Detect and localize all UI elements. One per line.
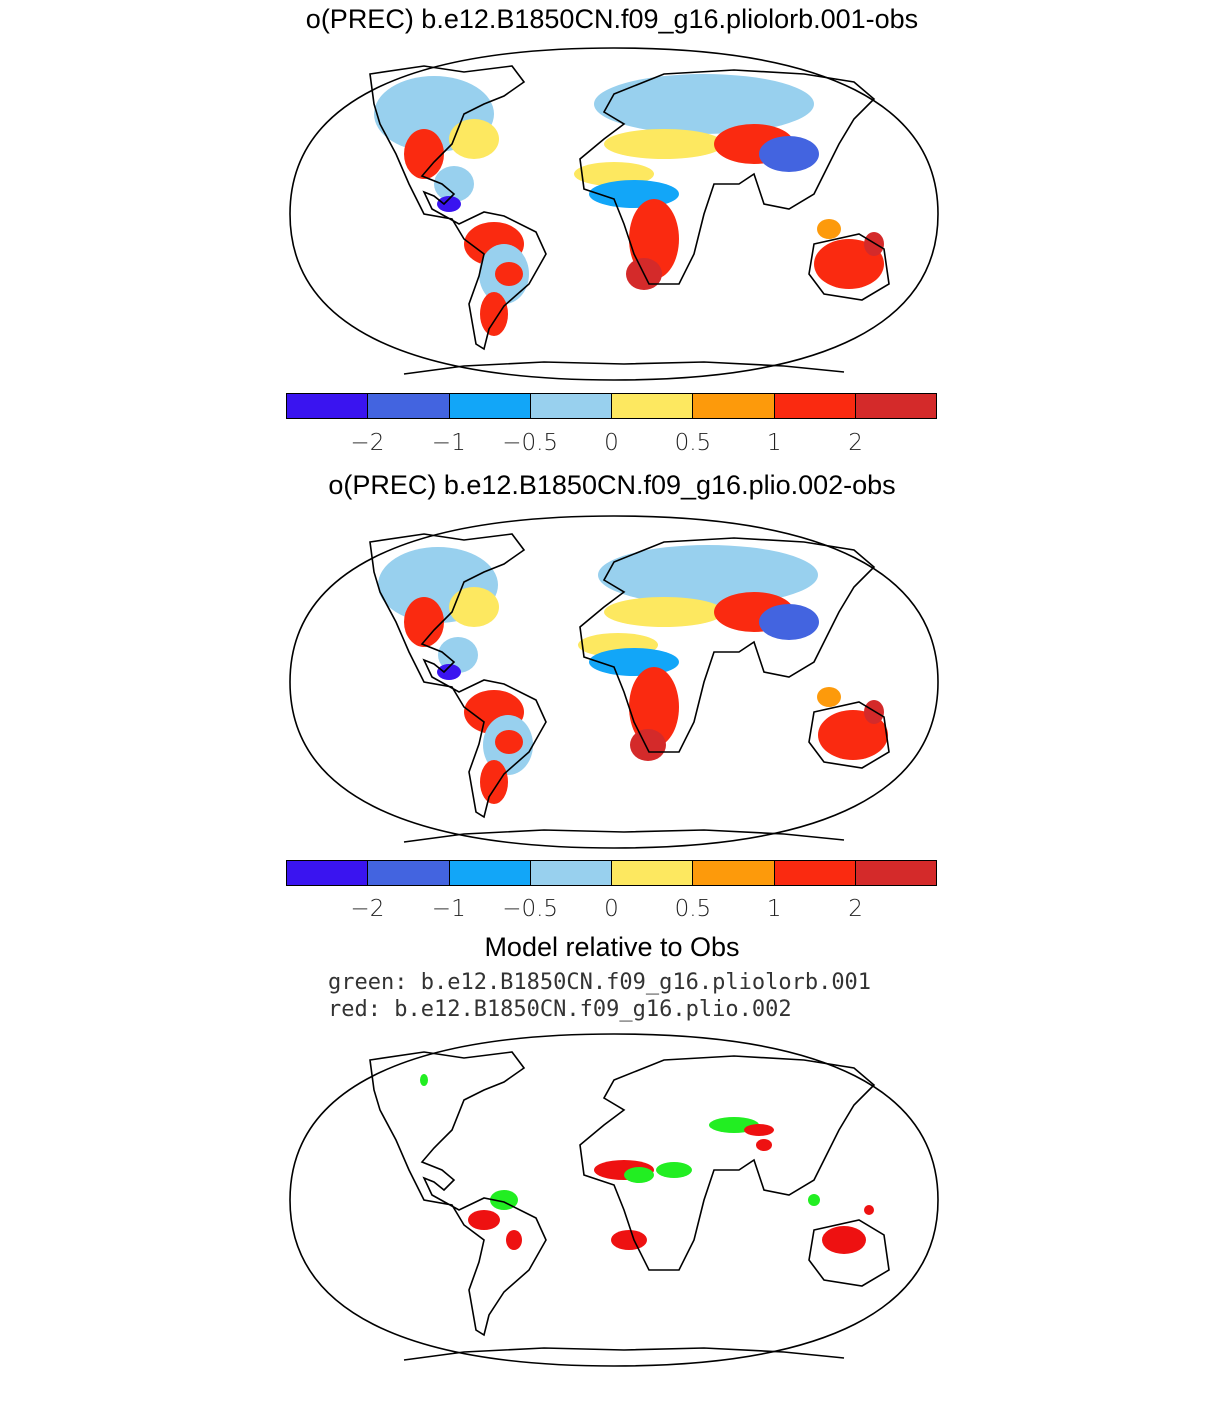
- precip-region: [611, 1230, 647, 1250]
- colorbar-swatch: [449, 394, 531, 418]
- comparison-title: Model relative to Obs: [484, 932, 740, 962]
- colorbar-tick-label: 1: [766, 896, 782, 922]
- precip-region: [598, 545, 818, 605]
- precip-region: [808, 1194, 820, 1206]
- legend-red: red: b.e12.B1850CN.f09_g16.plio.002: [328, 997, 792, 1022]
- eurasia-africa-coastline: [579, 537, 876, 753]
- colorbar-swatch: [855, 394, 936, 418]
- legend-green: green: b.e12.B1850CN.f09_g16.pliolorb.00…: [328, 970, 872, 995]
- precip-region: [495, 262, 523, 286]
- colorbar-tick-label: 2: [848, 430, 863, 456]
- colorbar-tick-label: −0.5: [502, 896, 559, 922]
- colorbar-tick-label: 1: [766, 430, 782, 456]
- australia-coastline: [808, 701, 890, 769]
- colorbar-swatch: [530, 394, 612, 418]
- colorbar-swatch: [612, 394, 694, 418]
- precip-region: [756, 1139, 772, 1151]
- precip-region: [480, 292, 508, 336]
- precip-region: [817, 687, 841, 707]
- colorbar-tick-label: −1: [431, 896, 466, 922]
- precip-region: [759, 136, 819, 172]
- precip-region: [817, 219, 841, 239]
- precip-region: [594, 74, 814, 134]
- map-outline: [289, 47, 939, 381]
- colorbar-swatch: [368, 861, 450, 885]
- colorbar-swatch: [612, 861, 694, 885]
- precip-region: [449, 587, 499, 627]
- colorbar-tick-label: −0.5: [502, 430, 559, 456]
- precip-region: [468, 1210, 500, 1230]
- north-america-coastline: [369, 65, 547, 351]
- colorbar-swatch: [530, 861, 612, 885]
- panel-2-title: o(PREC) b.e12.B1850CN.f09_g16.plio.002-o…: [328, 470, 896, 500]
- precip-region: [437, 196, 461, 212]
- precip-region: [864, 1205, 874, 1215]
- map-panel-1: [289, 47, 939, 381]
- precip-region: [495, 730, 523, 754]
- colorbar-tick-label: −2: [350, 430, 385, 456]
- panel-1-title: o(PREC) b.e12.B1850CN.f09_g16.pliolorb.0…: [305, 4, 919, 34]
- colorbar-swatch: [449, 861, 531, 885]
- precip-region: [404, 597, 444, 647]
- precip-region: [449, 119, 499, 159]
- colorbar-tick-label: 0.5: [674, 896, 712, 922]
- precip-region: [744, 1124, 774, 1136]
- precip-region: [656, 1162, 692, 1178]
- map-comparison: [289, 1033, 939, 1367]
- colorbar-swatch: [774, 394, 856, 418]
- antarctica-coastline: [403, 829, 845, 843]
- colorbar-swatch: [693, 394, 775, 418]
- precip-region: [420, 1074, 428, 1086]
- precip-region: [438, 637, 478, 673]
- colorbar-tick-label: 2: [848, 896, 863, 922]
- precip-region: [624, 1167, 654, 1183]
- precip-region: [630, 729, 666, 761]
- colorbar-tick-label: 0: [604, 896, 619, 922]
- map-outline: [289, 515, 939, 849]
- colorbar-swatch: [287, 394, 369, 418]
- colorbar-1: [286, 393, 937, 419]
- precip-region: [629, 667, 679, 747]
- map-outline: [289, 1033, 939, 1367]
- precip-region: [759, 604, 819, 640]
- colorbar-swatch: [855, 861, 936, 885]
- precip-region: [864, 700, 884, 724]
- precip-region: [480, 760, 508, 804]
- colorbar-swatch: [693, 861, 775, 885]
- colorbar-tick-label: 0.5: [674, 430, 712, 456]
- map-panel-2: [289, 515, 939, 849]
- precip-region: [864, 232, 884, 256]
- eurasia-africa-coastline: [579, 1055, 876, 1271]
- colorbar-2: [286, 860, 937, 886]
- colorbar-tick-label: 0: [604, 430, 619, 456]
- north-america-coastline: [369, 533, 547, 819]
- precip-region: [404, 129, 444, 179]
- north-america-coastline: [369, 1051, 547, 1337]
- australia-coastline: [808, 1219, 890, 1287]
- antarctica-coastline: [403, 1347, 845, 1361]
- precip-region: [822, 1226, 866, 1254]
- colorbar-swatch: [287, 861, 369, 885]
- colorbar-tick-label: −1: [431, 430, 466, 456]
- precip-region: [434, 166, 474, 202]
- colorbar-swatch: [368, 394, 450, 418]
- colorbar-swatch: [774, 861, 856, 885]
- precip-region: [604, 597, 724, 627]
- precip-region: [437, 664, 461, 680]
- eurasia-africa-coastline: [579, 69, 876, 285]
- antarctica-coastline: [403, 361, 845, 375]
- australia-coastline: [808, 233, 890, 301]
- precip-region: [506, 1230, 522, 1250]
- colorbar-tick-label: −2: [350, 896, 385, 922]
- precip-region: [604, 129, 724, 159]
